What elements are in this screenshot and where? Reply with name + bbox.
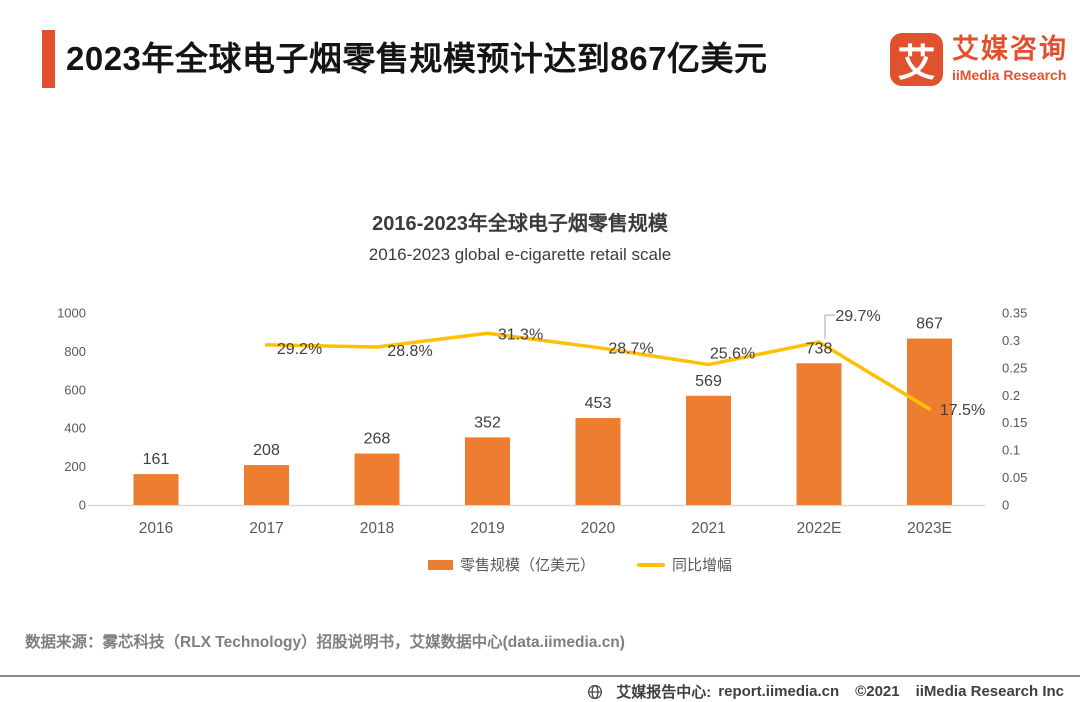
globe-icon — [587, 684, 603, 700]
legend-line-swatch-icon — [637, 562, 665, 567]
iimedia-logo: 艾 艾媒咨询 iiMedia Research — [890, 33, 1068, 86]
growth-point-label: 28.8% — [387, 343, 432, 360]
bar-2020 — [575, 418, 621, 505]
growth-point-label: 25.6% — [710, 346, 755, 363]
chart-title: 2016-2023年全球电子烟零售规模 — [372, 213, 668, 235]
x-axis-category: 2018 — [360, 520, 394, 537]
footer-company: iiMedia Research Inc — [915, 683, 1064, 700]
footer: 艾媒报告中心: report.iimedia.cn ©2021 iiMedia … — [587, 681, 1064, 702]
bar-2018 — [354, 453, 400, 505]
growth-point-label: 17.5% — [940, 402, 985, 419]
bar-2022E — [796, 363, 842, 505]
x-axis-category: 2020 — [581, 520, 616, 537]
logo-name-cn: 艾媒咨询 — [952, 34, 1068, 64]
bar-value-label: 208 — [253, 442, 280, 459]
footer-site-url: report.iimedia.cn — [718, 683, 840, 700]
logo-name-en: iiMedia Research — [952, 67, 1067, 83]
bar-value-label: 161 — [143, 451, 170, 468]
bar-value-label: 738 — [806, 340, 833, 357]
right-axis-tick: 0.1 — [1002, 443, 1020, 458]
right-axis-tick: 0.3 — [1002, 333, 1020, 348]
growth-point-label: 29.7% — [835, 308, 880, 325]
left-axis-tick: 200 — [64, 459, 86, 474]
footer-site-label: 艾媒报告中心: — [616, 684, 712, 701]
callout-leader-line — [824, 314, 835, 340]
right-axis-tick: 0.15 — [1002, 415, 1027, 430]
footer-divider — [0, 675, 1080, 677]
iimedia-logo-icon: 艾 — [890, 33, 943, 86]
page-title: 2023年全球电子烟零售规模预计达到867亿美元 — [66, 40, 768, 77]
left-axis-tick: 800 — [64, 344, 86, 359]
bar-value-label: 268 — [364, 431, 391, 448]
bar-value-label: 867 — [916, 316, 943, 333]
x-axis-category: 2021 — [691, 520, 725, 537]
growth-point-label: 28.7% — [608, 341, 653, 358]
right-axis-tick: 0.05 — [1002, 470, 1027, 485]
x-axis-category: 2016 — [139, 520, 173, 537]
legend-label: 同比增幅 — [672, 557, 733, 574]
data-source-note: 数据来源：雾芯科技（RLX Technology）招股说明书，艾媒数据中心(da… — [25, 634, 625, 651]
growth-line — [264, 331, 932, 411]
growth-point-label: 31.3% — [498, 326, 543, 343]
logo-mark-glyph: 艾 — [897, 43, 936, 85]
title-accent-bar — [42, 30, 55, 88]
bar-value-label: 352 — [474, 414, 501, 431]
bar-2017 — [244, 465, 289, 505]
x-axis-category: 2023E — [907, 520, 952, 537]
bar-value-label: 569 — [695, 373, 722, 390]
bar-2021 — [686, 395, 731, 505]
chart-legend: 零售规模（亿美元） 同比增幅 — [40, 554, 1080, 575]
legend-label: 零售规模（亿美元） — [459, 557, 595, 574]
x-axis-category: 2022E — [797, 520, 842, 537]
right-axis-tick: 0.35 — [1002, 306, 1027, 321]
left-axis-tick: 600 — [64, 382, 86, 397]
footer-copyright: ©2021 — [855, 683, 900, 700]
bar-2016 — [133, 474, 179, 505]
bar-2019 — [465, 437, 510, 505]
x-axis-category: 2019 — [470, 520, 504, 537]
right-axis-tick: 0 — [1002, 498, 1009, 513]
bar-value-label: 453 — [585, 395, 612, 412]
growth-point-label: 29.2% — [277, 341, 322, 358]
logo-text: 艾媒咨询 iiMedia Research — [952, 33, 1068, 84]
bar-2023E — [907, 338, 952, 505]
legend-bar-swatch-icon — [427, 559, 453, 570]
bar-line-chart: 0 200 400 600 800 1000 0 0.05 0.1 0.15 0.2 0.25 0.3 0… — [57, 306, 1027, 538]
legend-item-growth-rate: 同比增幅 — [637, 554, 732, 575]
right-axis-tick: 0.25 — [1002, 360, 1027, 375]
left-axis-tick: 400 — [64, 421, 86, 436]
left-axis-tick: 1000 — [57, 306, 86, 321]
left-axis-tick: 0 — [79, 498, 86, 513]
legend-item-retail-scale: 零售规模（亿美元） — [427, 554, 595, 575]
x-axis-category: 2017 — [249, 520, 283, 537]
right-axis-tick: 0.2 — [1002, 388, 1020, 403]
chart-subtitle: 2016-2023 global e-cigarette retail scal… — [368, 245, 672, 264]
